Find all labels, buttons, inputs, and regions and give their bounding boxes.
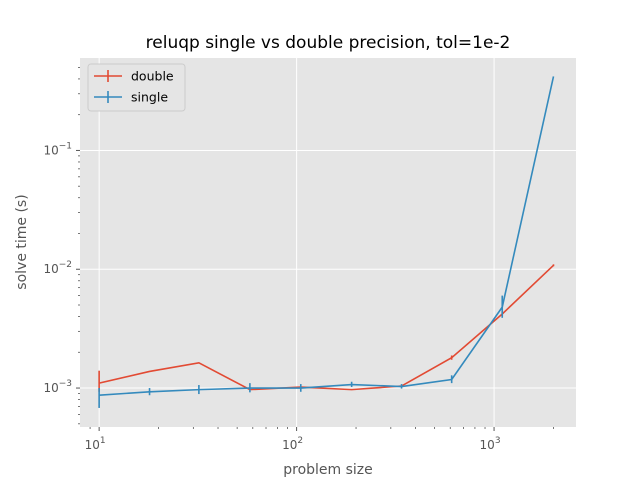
series-line-double bbox=[98, 264, 555, 391]
y-axis-label: solve time (s) bbox=[14, 194, 30, 289]
y-axis: 10−3 10−2 10−1 bbox=[43, 141, 80, 395]
chart-title: reluqp single vs double precision, tol=1… bbox=[146, 33, 511, 53]
x-tick-label: 101 bbox=[85, 436, 106, 452]
legend-label-double: double bbox=[131, 69, 174, 84]
y-tick-label: 10−1 bbox=[43, 141, 72, 157]
y-tick-label: 10−3 bbox=[43, 379, 72, 395]
legend: double single bbox=[87, 63, 186, 112]
x-axis: 101 102 103 bbox=[85, 427, 501, 452]
minor-ticks bbox=[78, 67, 554, 429]
x-axis-label: problem size bbox=[283, 462, 373, 478]
plot-area bbox=[80, 58, 576, 427]
y-tick-label: 10−2 bbox=[43, 260, 72, 276]
x-tick-label: 103 bbox=[480, 436, 501, 452]
x-tick-label: 102 bbox=[282, 436, 303, 452]
legend-label-single: single bbox=[131, 90, 168, 105]
series bbox=[98, 76, 555, 408]
series-line-single bbox=[99, 76, 555, 397]
